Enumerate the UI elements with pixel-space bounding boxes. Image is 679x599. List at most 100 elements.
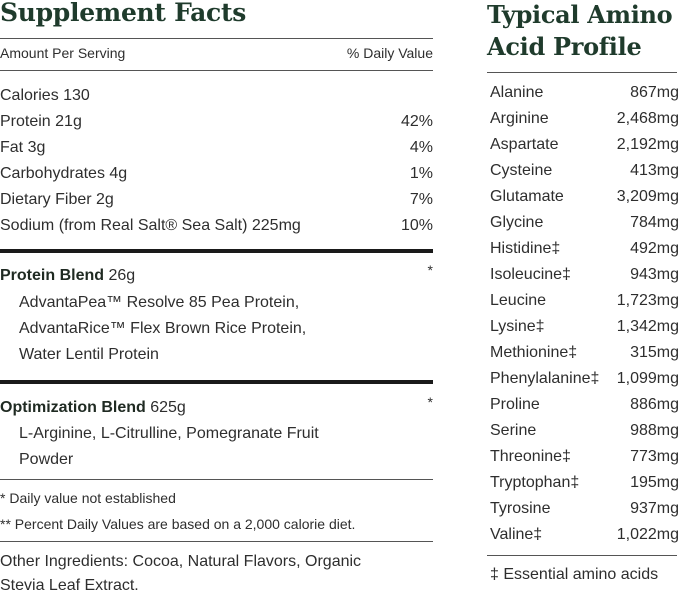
amino-acid-name: Cysteine xyxy=(490,162,553,179)
calories-row: Calories 130 xyxy=(0,83,433,109)
amino-acid-value: 886mg xyxy=(630,396,679,413)
divider xyxy=(487,72,677,73)
amino-acid-value: 3,209mg xyxy=(616,188,679,205)
other-ingredients: Other Ingredients: Cocoa, Natural Flavor… xyxy=(0,553,362,570)
amount-per-serving-label: Amount Per Serving xyxy=(0,45,126,61)
divider xyxy=(487,555,677,556)
optimization-blend-ingredient: Powder xyxy=(19,451,74,468)
amino-acid-row: Phenylalanine‡ 1,099mg xyxy=(490,366,679,392)
amino-acid-name: Proline xyxy=(490,396,540,413)
amino-acid-name: Aspartate xyxy=(490,136,559,153)
amino-acid-row: Aspartate 2,192mg xyxy=(490,132,679,158)
amino-acid-row: Tyrosine 937mg xyxy=(490,496,679,522)
footnote: * Daily value not established xyxy=(0,490,176,506)
protein-blend-amount: 26g xyxy=(104,267,136,284)
protein-blend-ingredient: AdvantaRice™ Flex Brown Rice Protein, xyxy=(19,320,307,337)
amino-acid-name: Tyrosine xyxy=(490,500,551,517)
optimization-blend-row: Optimization Blend 625g * xyxy=(0,394,433,421)
amino-acid-row: Isoleucine‡ 943mg xyxy=(490,262,679,288)
other-ingredients: Stevia Leaf Extract. xyxy=(0,577,139,594)
amino-acid-row: Arginine 2,468mg xyxy=(490,106,679,132)
amino-acid-value: 2,192mg xyxy=(616,136,679,153)
amino-acid-row: Glycine 784mg xyxy=(490,210,679,236)
thick-divider xyxy=(0,380,433,384)
amino-acid-row: Threonine‡ 773mg xyxy=(490,444,679,470)
amino-acid-row: Lysine‡ 1,342mg xyxy=(490,314,679,340)
nutrient-dv: 7% xyxy=(409,191,433,208)
amino-acid-value: 943mg xyxy=(630,266,679,283)
divider xyxy=(0,70,433,71)
amino-acid-name: Alanine xyxy=(490,84,544,101)
amino-acid-value: 1,723mg xyxy=(616,292,679,309)
amino-acid-name: Threonine‡ xyxy=(490,448,571,465)
nutrient-dv: 1% xyxy=(409,165,433,182)
daily-value-label: % Daily Value xyxy=(346,45,433,61)
amino-acid-row: Cysteine 413mg xyxy=(490,158,679,184)
amino-acid-row: Glutamate 3,209mg xyxy=(490,184,679,210)
protein-blend-name: Protein Blend xyxy=(0,267,105,284)
amino-acid-panel: Typical Amino Acid Profile Alanine 867mg A… xyxy=(487,0,679,594)
optimization-blend-name: Optimization Blend xyxy=(0,399,146,416)
amino-acid-row: Alanine 867mg xyxy=(490,80,679,106)
amino-title-line2: Acid Profile xyxy=(487,32,642,61)
optimization-blend-mark: * xyxy=(427,394,433,410)
amino-acid-value: 1,342mg xyxy=(616,318,679,335)
amino-acid-row: Leucine 1,723mg xyxy=(490,288,679,314)
nutrient-label: Sodium (from Real Salt® Sea Salt) 225mg xyxy=(0,217,301,234)
nutrient-dv: 4% xyxy=(409,139,433,156)
thick-divider xyxy=(0,249,433,253)
divider xyxy=(0,479,433,480)
amino-acid-value: 867mg xyxy=(630,84,679,101)
amino-acid-name: Tryptophan‡ xyxy=(490,474,580,491)
optimization-blend-amount: 625g xyxy=(145,399,186,416)
amino-acid-value: 2,468mg xyxy=(616,110,679,127)
amino-acid-value: 1,099mg xyxy=(616,370,679,387)
amino-acid-value: 937mg xyxy=(630,500,679,517)
amino-acid-name: Phenylalanine‡ xyxy=(490,370,600,387)
protein-blend-ingredient: AdvantaPea™ Resolve 85 Pea Protein, xyxy=(19,294,300,311)
amino-acid-name: Lysine‡ xyxy=(490,318,545,335)
amino-acid-value: 1,022mg xyxy=(616,526,679,543)
amino-acid-name: Serine xyxy=(490,422,537,439)
amino-acid-name: Methionine‡ xyxy=(490,344,578,361)
amino-acid-value: 988mg xyxy=(630,422,679,439)
amino-acid-row: Tryptophan‡ 195mg xyxy=(490,470,679,496)
amino-acid-value: 492mg xyxy=(630,240,679,257)
amino-acid-name: Valine‡ xyxy=(490,526,543,543)
protein-blend-mark: * xyxy=(427,262,433,278)
amino-acid-value: 413mg xyxy=(630,162,679,179)
protein-blend-row: Protein Blend 26g * xyxy=(0,262,433,289)
amino-acid-row: Proline 886mg xyxy=(490,392,679,418)
amino-acid-row: Histidine‡ 492mg xyxy=(490,236,679,262)
amino-acid-name: Leucine xyxy=(490,292,547,309)
amino-acid-value: 773mg xyxy=(630,448,679,465)
nutrient-label: Protein 21g xyxy=(0,113,82,130)
amino-acid-value: 784mg xyxy=(630,214,679,231)
nutrient-label: Fat 3g xyxy=(0,139,46,156)
nutrient-label: Carbohydrates 4g xyxy=(0,165,128,182)
amino-acid-value: 195mg xyxy=(630,474,679,491)
amino-footnote: ‡ Essential amino acids xyxy=(490,566,659,583)
amino-title-line1: Typical Amino xyxy=(487,0,673,29)
nutrient-dv: 10% xyxy=(400,217,433,234)
nutrient-row: Carbohydrates 4g 1% xyxy=(0,161,433,187)
footnote: ** Percent Daily Values are based on a 2… xyxy=(0,516,356,532)
protein-blend-ingredient: Water Lentil Protein xyxy=(19,346,159,363)
supplement-facts-panel: Supplement Facts Amount Per Serving % Da… xyxy=(0,0,433,594)
nutrient-label: Dietary Fiber 2g xyxy=(0,191,114,208)
amino-acid-row: Serine 988mg xyxy=(490,418,679,444)
amino-acid-row: Valine‡ 1,022mg xyxy=(490,522,679,548)
nutrient-row: Sodium (from Real Salt® Sea Salt) 225mg … xyxy=(0,213,433,239)
optimization-blend-ingredient: L-Arginine, L-Citrulline, Pomegranate Fr… xyxy=(19,425,319,442)
amino-acid-name: Isoleucine‡ xyxy=(490,266,571,283)
amino-acid-name: Arginine xyxy=(490,110,549,127)
amino-acid-row: Methionine‡ 315mg xyxy=(490,340,679,366)
amino-acid-name: Histidine‡ xyxy=(490,240,561,257)
nutrient-row: Fat 3g 4% xyxy=(0,135,433,161)
nutrient-row: Dietary Fiber 2g 7% xyxy=(0,187,433,213)
amino-acid-value: 315mg xyxy=(630,344,679,361)
nutrient-row: Protein 21g 42% xyxy=(0,109,433,135)
divider xyxy=(0,38,433,39)
divider xyxy=(0,541,433,542)
supplement-facts-title: Supplement Facts xyxy=(0,0,247,27)
